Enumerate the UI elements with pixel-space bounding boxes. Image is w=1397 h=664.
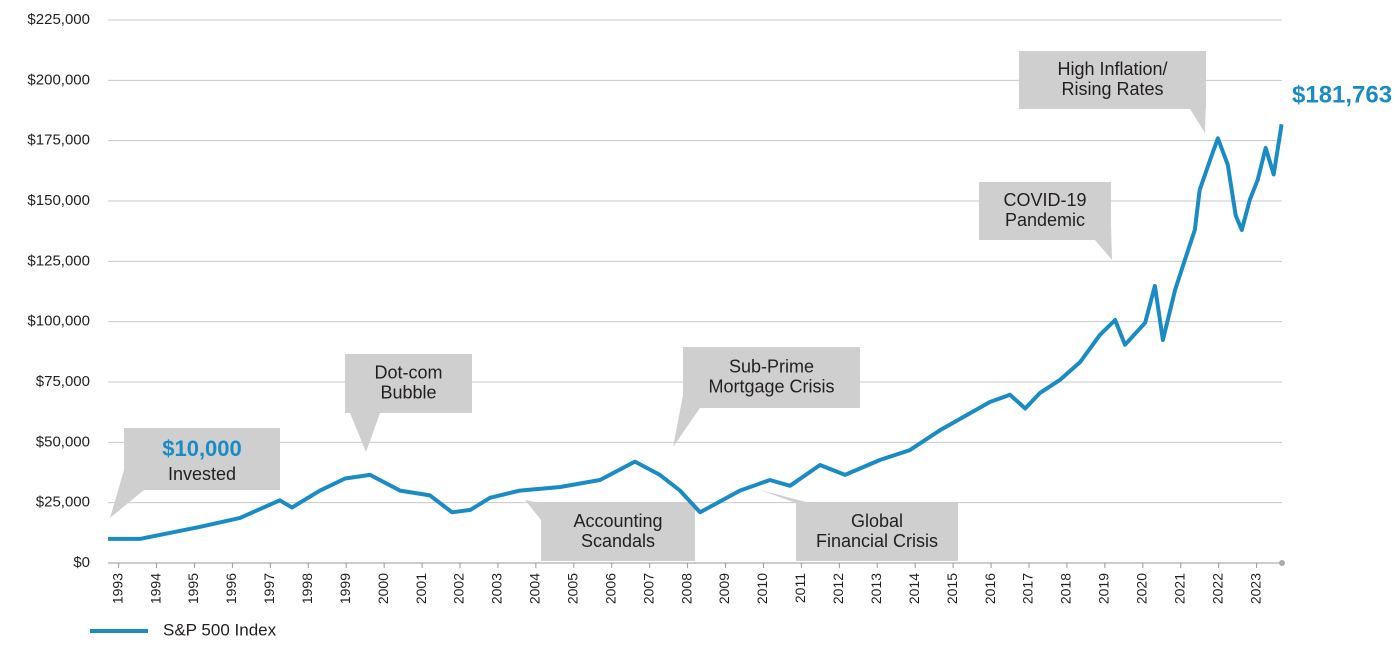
x-tick-label: 2020 xyxy=(1133,573,1149,604)
x-tick-label: 2021 xyxy=(1171,573,1187,604)
y-tick-label: $50,000 xyxy=(36,433,90,450)
x-tick-label: 2009 xyxy=(716,573,732,604)
callout-text: High Inflation/ xyxy=(1057,59,1167,79)
callout-text: Financial Crisis xyxy=(816,531,938,551)
callout-box xyxy=(1019,51,1206,109)
x-tick-label: 2007 xyxy=(640,573,656,604)
callout-text: Rising Rates xyxy=(1061,79,1163,99)
x-tick-label: 2000 xyxy=(375,573,391,604)
x-tick-label: 1998 xyxy=(299,573,315,604)
x-tick-label: 2001 xyxy=(413,573,429,604)
callout-text: Sub-Prime xyxy=(729,356,814,376)
x-tick-label: 2013 xyxy=(868,573,884,604)
x-tick-label: 2015 xyxy=(944,573,960,604)
x-tick-label: 2014 xyxy=(906,573,922,604)
callout-text: Scandals xyxy=(581,531,655,551)
end-label: $181,763 xyxy=(1292,81,1392,108)
callout-pointer xyxy=(525,500,541,520)
x-tick-label: 1993 xyxy=(109,573,125,604)
y-tick-label: $100,000 xyxy=(27,313,90,330)
x-tick-label: 2004 xyxy=(527,573,543,604)
y-tick-label: $75,000 xyxy=(36,373,90,390)
callout-text: Pandemic xyxy=(1005,210,1085,230)
callout-box xyxy=(541,503,695,561)
callout-box xyxy=(979,182,1111,240)
callout-text: Bubble xyxy=(380,382,436,402)
x-tick-label: 2008 xyxy=(678,573,694,604)
callout-text: Accounting xyxy=(573,511,662,531)
callout-box xyxy=(796,503,958,561)
callout-text: Dot-com xyxy=(374,362,442,382)
line xyxy=(108,123,1284,541)
callout-text: Mortgage Crisis xyxy=(708,376,834,396)
x-tick-label: 2011 xyxy=(792,573,808,603)
axis-end xyxy=(1279,560,1285,566)
y-tick-label: $150,000 xyxy=(27,192,90,209)
x-tick-label: 2016 xyxy=(982,573,998,604)
x-tick-label: 2012 xyxy=(830,573,846,604)
x-tick-label: 2019 xyxy=(1096,573,1112,604)
callout-box xyxy=(683,347,860,408)
x-tick-label: 2003 xyxy=(489,573,505,604)
x-tick-label: 1995 xyxy=(185,573,201,604)
x-tick-label: 1999 xyxy=(337,573,353,604)
x-tick-label: 1996 xyxy=(223,573,239,604)
callout-box xyxy=(345,354,472,413)
y-tick-label: $125,000 xyxy=(27,252,90,269)
callout-text: COVID-19 xyxy=(1003,190,1086,210)
x-tick-label: 2022 xyxy=(1209,573,1225,604)
callout-pointer xyxy=(760,490,810,503)
y-tick-label: $200,000 xyxy=(27,71,90,88)
y-tick-label: $0 xyxy=(73,554,90,571)
x-tick-label: 2002 xyxy=(451,573,467,604)
x-tick-label: 2018 xyxy=(1058,573,1074,604)
x-tick-label: 1997 xyxy=(261,573,277,604)
x-tick-label: 2010 xyxy=(754,573,770,604)
x-tick-label: 1994 xyxy=(147,573,163,604)
x-tick-label: 2023 xyxy=(1247,573,1263,604)
x-tick-label: 2006 xyxy=(602,573,618,604)
x-tick-label: 2005 xyxy=(565,573,581,604)
legend-label: S&P 500 Index xyxy=(163,620,277,639)
y-tick-label: $25,000 xyxy=(36,494,90,511)
callout-box xyxy=(124,428,280,490)
callout-text: Global xyxy=(851,511,903,531)
y-tick-label: $175,000 xyxy=(27,132,90,149)
x-tick-label: 2017 xyxy=(1020,573,1036,604)
start-label: $10,000 xyxy=(162,436,242,461)
y-tick-label: $225,000 xyxy=(27,11,90,28)
callout-pointer xyxy=(350,413,380,452)
callout-text: Invested xyxy=(168,464,236,484)
